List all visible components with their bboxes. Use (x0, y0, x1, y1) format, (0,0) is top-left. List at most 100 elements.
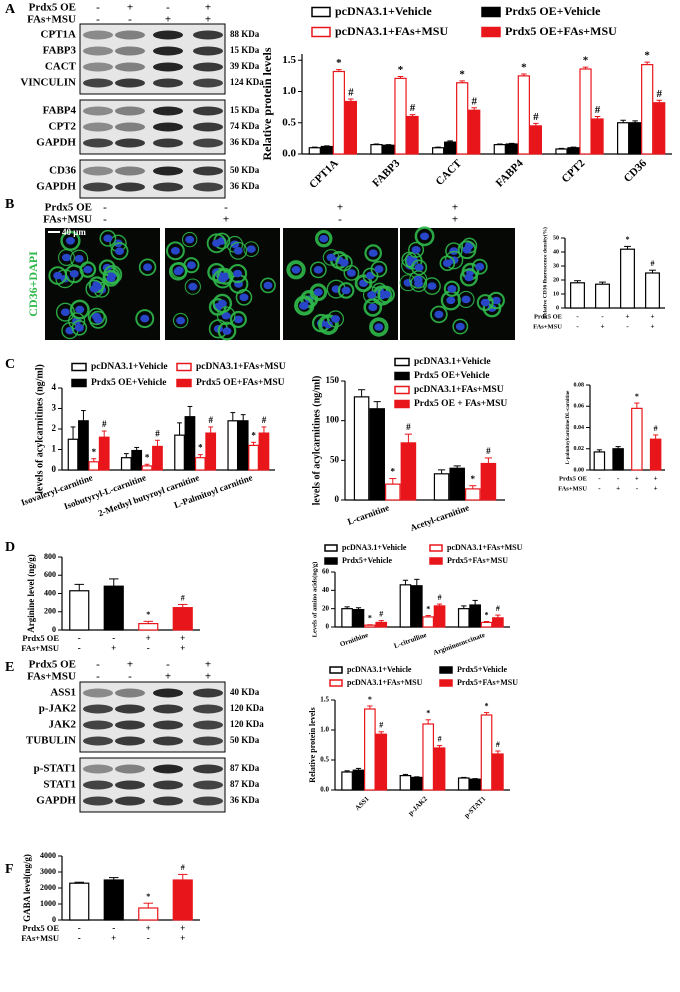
legend-swatch (439, 679, 453, 687)
cell-membrane (309, 283, 328, 302)
cell-membrane (439, 255, 456, 272)
y-tick-label: 1 (52, 444, 57, 454)
nucleus (331, 315, 341, 323)
legend-swatch (481, 6, 501, 18)
condition-sign: - (128, 14, 132, 26)
y-tick-label: 1.0 (282, 85, 296, 97)
significance-mark: * (485, 610, 489, 619)
legend-swatch (329, 679, 343, 687)
condition-sign: - (96, 14, 100, 26)
blot-band (153, 704, 183, 714)
bar (457, 777, 470, 791)
x-tick-label: p-JAK2 (407, 795, 430, 818)
condition-sign: - (617, 475, 620, 483)
cell-membrane (98, 259, 116, 277)
condition-sign: - (598, 475, 601, 483)
cell-membrane (471, 258, 488, 275)
blot-band (115, 688, 145, 698)
bar (570, 282, 585, 309)
x-tick-label: CACT (434, 157, 465, 188)
protein-label: p-JAK2 (39, 703, 77, 715)
blot-band (193, 166, 223, 176)
condition-sign: + (654, 485, 658, 493)
y-axis-label: Relative CD36 fluorescence density(%) (541, 227, 548, 319)
cell-membrane (71, 320, 88, 336)
nucleus (90, 285, 100, 293)
nucleus (326, 253, 336, 262)
condition-sign: + (654, 475, 658, 483)
bar (67, 438, 79, 471)
blot-band (83, 122, 113, 132)
nucleus (339, 258, 349, 267)
condition-sign: + (205, 14, 211, 26)
significance-mark: # (654, 424, 658, 433)
blot-band (115, 182, 145, 192)
blot-band (193, 736, 223, 746)
bar (457, 608, 470, 628)
blot-band (193, 46, 223, 56)
nucleus (176, 316, 186, 325)
stain-label: CD36+DAPI (26, 251, 40, 317)
size-label: 36 KDa (230, 137, 260, 147)
cell-membrane (99, 229, 117, 247)
y-tick-label: 1.5 (282, 54, 296, 66)
legend-label: Prdx5 OE+FAs+MSU (505, 24, 617, 38)
protein-label: CD36 (49, 165, 76, 177)
condition-sign: - (112, 633, 115, 643)
cell-membrane (208, 298, 227, 316)
bar (641, 64, 654, 155)
protein-label: CACT (45, 61, 77, 73)
blot-band (115, 106, 145, 116)
bar (88, 461, 100, 471)
blot-band (153, 688, 183, 698)
protein-label: JAK2 (49, 719, 77, 731)
significance-mark: * (398, 64, 404, 76)
y-tick-label: 0 (556, 305, 559, 311)
nucleus (455, 322, 465, 331)
cell-membrane (430, 305, 448, 324)
legend-label: Prdx5+FAs+MSU (457, 678, 518, 687)
nucleus (83, 265, 93, 274)
cell-membrane (168, 262, 188, 281)
condition-name: FAs+MSU (27, 14, 76, 26)
significance-mark: * (635, 392, 639, 401)
legend-swatch (481, 26, 501, 38)
blot-band (153, 166, 183, 176)
bar (352, 608, 365, 628)
bar (69, 590, 90, 631)
cell-membrane (87, 307, 106, 326)
y-axis-label: Levels of amino acids(ng/g) (311, 562, 318, 638)
x-tick-label: Argininosuccinate (432, 631, 486, 657)
cell-membrane (102, 269, 120, 287)
blot-band (115, 796, 145, 806)
cell-membrane (55, 302, 75, 322)
blot-band (83, 106, 113, 116)
cell-membrane (69, 299, 90, 320)
nucleus (106, 274, 116, 283)
cell-membrane (408, 241, 425, 258)
bar (103, 879, 124, 921)
legend-label: Prdx5 OE + FAs+MSU (414, 399, 507, 409)
nucleus (427, 282, 437, 290)
bar (400, 442, 417, 501)
blot-band (83, 688, 113, 698)
nucleus (374, 265, 384, 273)
blot-band (153, 46, 183, 56)
x-tick-label: L-citrulline (393, 631, 428, 650)
cell-membrane (172, 312, 189, 329)
y-axis-label: levels of acylcarnitines (ng/ml) (311, 376, 322, 506)
y-tick-label: 0 (52, 915, 56, 924)
protein-label: CPT2 (49, 121, 77, 133)
cell-membrane (110, 242, 129, 261)
significance-mark: * (336, 57, 342, 69)
cell-membrane (362, 267, 379, 284)
bar (369, 408, 385, 501)
bar (353, 396, 370, 501)
condition-sign: + (601, 323, 605, 331)
cell-membrane (370, 260, 388, 278)
blot-band (83, 62, 113, 72)
condition-sign: + (337, 202, 343, 214)
blot-band (115, 166, 145, 176)
cell-membrane (212, 293, 233, 314)
bar (616, 122, 630, 155)
